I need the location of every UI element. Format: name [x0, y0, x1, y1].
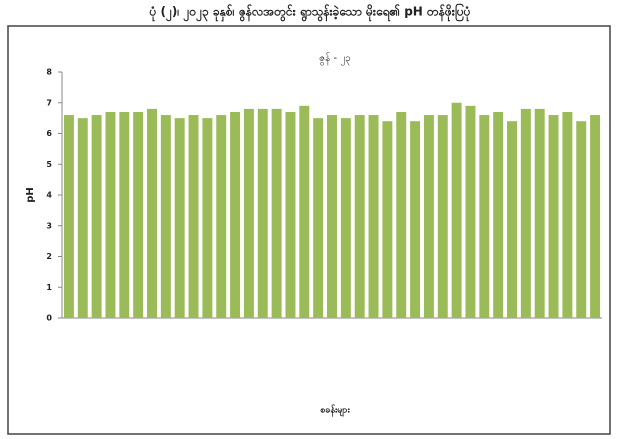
y-tick-label: 0 — [46, 314, 52, 323]
x-axis-label: စခန်းများ — [320, 405, 350, 418]
y-tick-label: 4 — [46, 191, 52, 200]
bar — [520, 108, 531, 319]
bar — [534, 108, 545, 319]
bar — [493, 111, 504, 318]
bar — [451, 102, 462, 318]
bar — [313, 118, 324, 318]
bar — [230, 111, 241, 318]
bar — [77, 118, 88, 318]
bar — [576, 121, 587, 318]
bar — [216, 115, 227, 318]
bar — [147, 108, 157, 319]
y-tick-label: 7 — [46, 98, 52, 107]
bar — [133, 111, 144, 318]
bar — [507, 121, 517, 318]
bar — [396, 111, 407, 318]
bar — [285, 111, 296, 318]
bar — [63, 115, 74, 318]
bar — [368, 115, 379, 318]
bar — [479, 115, 490, 318]
bar — [340, 118, 351, 318]
bar — [423, 115, 434, 318]
y-axis-label: pH — [25, 187, 36, 203]
bar — [354, 115, 365, 318]
bar — [410, 121, 421, 318]
y-tick-label: 3 — [46, 221, 52, 230]
bar — [590, 115, 601, 318]
y-tick-label: 6 — [46, 129, 52, 138]
y-tick-label: 2 — [46, 252, 52, 261]
bar — [382, 121, 393, 318]
bar — [562, 111, 573, 318]
bar — [91, 115, 102, 318]
y-tick-label: 5 — [46, 160, 52, 169]
bar — [548, 115, 559, 318]
bar — [243, 108, 254, 319]
y-tick-label: 8 — [46, 68, 52, 77]
bar — [188, 115, 199, 318]
bar — [105, 111, 116, 318]
chart-subtitle: ဇွန် - ၂၃ — [319, 51, 351, 66]
bar — [119, 111, 130, 318]
bar — [327, 115, 337, 318]
bar — [437, 115, 448, 318]
bar — [271, 108, 282, 319]
bar — [299, 105, 310, 318]
bar — [160, 115, 171, 318]
chart-title: ပုံ (၂)၊ ၂၀၂၃ ခုနှစ်၊ ဇွန်လအတွင်း ရွာသွန… — [148, 2, 470, 23]
y-tick-label: 1 — [46, 283, 52, 292]
bar — [174, 118, 185, 318]
bar — [202, 118, 213, 318]
bar — [465, 105, 476, 318]
bar — [257, 108, 268, 319]
